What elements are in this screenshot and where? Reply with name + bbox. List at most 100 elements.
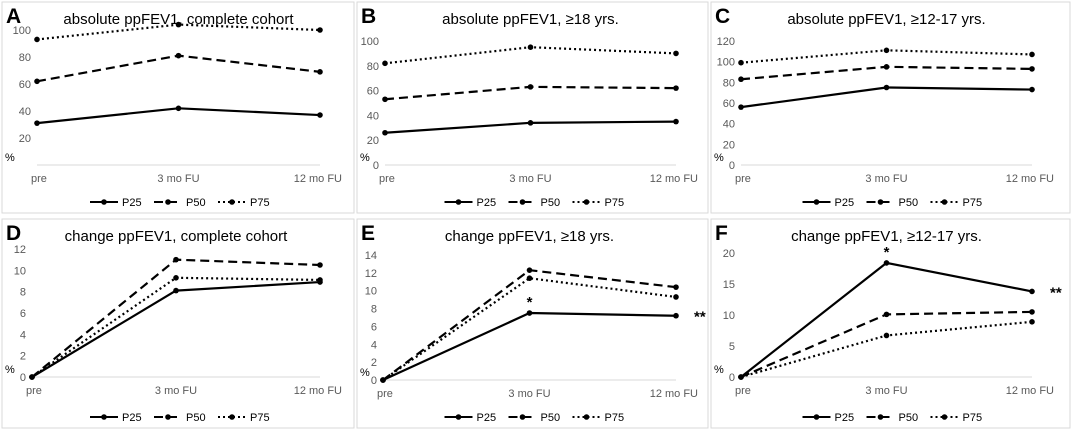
data-point-p25 <box>173 287 179 294</box>
legend-marker <box>583 414 590 420</box>
x-tick-label: 12 mo FU <box>650 173 698 185</box>
data-point-p75 <box>883 332 890 339</box>
y-tick-label: 2 <box>371 357 377 369</box>
data-point-p25 <box>175 105 182 112</box>
data-point-p75 <box>673 294 679 300</box>
data-point-p75 <box>1029 319 1035 325</box>
x-tick-label: 3 mo FU <box>509 173 551 185</box>
data-point-p50 <box>883 64 890 70</box>
legend-label-p75: P75 <box>963 197 983 209</box>
series-line-p75 <box>31 276 321 378</box>
y-tick-label: 120 <box>717 36 735 48</box>
x-tick-label: pre <box>735 173 751 185</box>
panel-border <box>710 1 1071 214</box>
panel-label: C <box>715 5 730 28</box>
y-tick-label: 80 <box>723 77 735 89</box>
y-tick-label: 100 <box>717 57 735 69</box>
data-point-p25 <box>1029 86 1035 93</box>
data-point-p50 <box>738 76 744 83</box>
significance-marker: * <box>884 244 890 261</box>
x-tick-label: 3 mo FU <box>508 388 550 400</box>
chart-title: absolute ppFEV1, ≥12-17 yrs. <box>787 11 985 28</box>
y-tick-label: 20 <box>723 248 735 260</box>
chart-title: absolute ppFEV1, ≥18 yrs. <box>442 11 619 28</box>
y-tick-label: 6 <box>371 321 377 333</box>
legend-label-p25: P25 <box>477 412 497 424</box>
legend: P25 P50 P75 <box>802 197 983 209</box>
y-axis-label: % <box>5 364 15 376</box>
legend-marker <box>877 199 884 205</box>
legend-label-p75: P75 <box>250 197 270 209</box>
panel-label: F <box>715 222 728 245</box>
y-tick-label: 60 <box>723 98 735 110</box>
legend-label-p75: P75 <box>605 197 625 209</box>
y-tick-label: 14 <box>365 250 377 262</box>
data-point-p25 <box>1029 288 1035 295</box>
y-axis-label: % <box>714 152 724 164</box>
data-point-p50 <box>317 262 323 268</box>
chart-title: change ppFEV1, ≥18 yrs. <box>445 228 614 245</box>
series-line-p75 <box>36 23 321 41</box>
legend-label-p25: P25 <box>477 197 497 209</box>
legend-label-p75: P75 <box>605 412 625 424</box>
legend: P25 P50 P75 <box>90 412 270 424</box>
series-line-p75 <box>382 277 677 381</box>
x-tick-label: 12 mo FU <box>1006 173 1054 185</box>
chart-title: change ppFEV1, complete cohort <box>65 228 288 245</box>
x-tick-label: 12 mo FU <box>1006 385 1054 397</box>
data-point-p25 <box>883 260 890 266</box>
y-tick-label: 2 <box>20 351 26 363</box>
data-point-p75 <box>380 377 386 383</box>
panel-label: E <box>361 222 375 245</box>
y-tick-label: 0 <box>20 372 26 384</box>
data-point-p75 <box>526 275 533 282</box>
legend-label-p75: P75 <box>963 412 983 424</box>
legend-marker <box>941 199 948 205</box>
legend: P25 P50 P75 <box>802 412 983 424</box>
data-point-p25 <box>673 312 679 319</box>
x-tick-label: 3 mo FU <box>865 385 907 397</box>
panel-label: B <box>361 5 376 28</box>
x-tick-label: pre <box>377 388 393 400</box>
y-tick-label: 10 <box>365 286 377 298</box>
legend-label-p75: P75 <box>250 412 270 424</box>
y-tick-label: 8 <box>20 287 26 299</box>
data-point-p25 <box>34 120 40 126</box>
legend-label-p50: P50 <box>541 412 561 424</box>
legend-marker <box>455 414 462 420</box>
y-tick-label: 60 <box>367 86 379 98</box>
data-point-p75 <box>34 36 40 43</box>
data-point-p75 <box>1029 51 1035 58</box>
legend-marker <box>813 414 820 420</box>
legend-marker <box>877 414 884 420</box>
data-point-p75 <box>317 27 323 33</box>
y-axis-label: % <box>714 364 724 376</box>
data-point-p50 <box>173 256 179 263</box>
data-point-p25 <box>738 104 744 110</box>
y-axis-label: % <box>5 152 15 164</box>
data-point-p50 <box>34 78 40 85</box>
data-point-p50 <box>1029 66 1035 72</box>
data-point-p25 <box>526 310 533 316</box>
data-point-p25 <box>883 84 890 91</box>
x-tick-label: 12 mo FU <box>294 385 342 397</box>
chart-title: change ppFEV1, ≥12-17 yrs. <box>791 228 982 245</box>
data-point-p50 <box>526 267 533 273</box>
legend-label-p25: P25 <box>122 412 142 424</box>
legend-marker <box>941 414 948 420</box>
y-tick-label: 0 <box>729 160 735 172</box>
data-point-p25 <box>382 129 388 136</box>
data-point-p75 <box>883 47 890 54</box>
data-point-p75 <box>29 374 35 380</box>
y-tick-label: 0 <box>373 160 379 172</box>
significance-marker: ** <box>1050 284 1062 301</box>
y-tick-label: 15 <box>723 279 735 291</box>
x-tick-label: pre <box>735 385 751 397</box>
legend-label-p50: P50 <box>899 197 919 209</box>
y-tick-label: 80 <box>19 52 31 64</box>
